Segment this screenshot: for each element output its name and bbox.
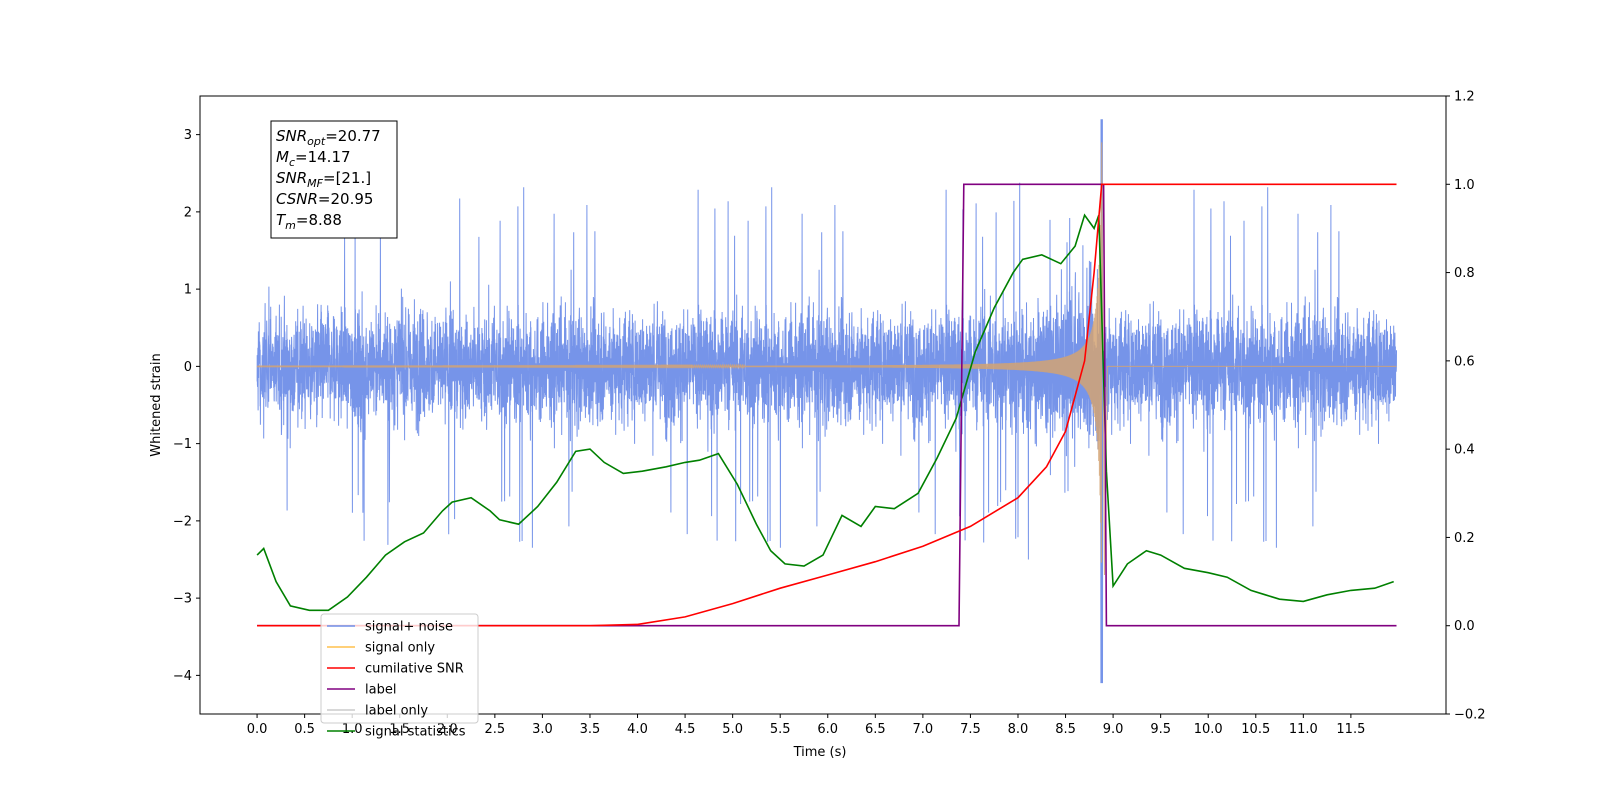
y-right-tick-label: −0.2 [1454, 708, 1486, 723]
x-tick-label: 8.5 [1055, 722, 1076, 737]
annotation-line: Mc=14.17 [276, 148, 351, 169]
y-right-tick-label: 0.8 [1454, 266, 1475, 281]
x-tick-label: 1.0 [342, 722, 363, 737]
y-left-tick-label: −4 [173, 669, 192, 684]
series-cumilative-snr [257, 183, 1397, 627]
y-left-tick-label: −3 [173, 592, 192, 607]
legend-entry: label only [365, 704, 428, 719]
x-tick-label: 5.5 [770, 722, 791, 737]
y-right-tick-label: 0.6 [1454, 354, 1475, 369]
x-axis-label: Time (s) [793, 745, 847, 760]
legend-entry: signal+ noise [365, 620, 453, 635]
y-left-tick-label: −2 [173, 514, 192, 529]
annotation-line: SNRMF=[21.] [276, 169, 371, 190]
series-label [257, 183, 1397, 627]
annotation-line: SNRopt=20.77 [276, 127, 381, 148]
plot-frame [199, 95, 1447, 715]
y-axis-left: 3 2 1 0 −1 −2 −3 −4 [173, 128, 200, 684]
x-tick-label: 5.0 [722, 722, 743, 737]
x-axis: 0.0 0.5 1.0 1.5 2.0 2.5 3.0 3.5 4.0 4.5 5.0 5.5 6.0 6… [247, 714, 1365, 737]
x-tick-label: 0.0 [247, 722, 268, 737]
x-tick-label: 6.5 [865, 722, 886, 737]
x-tick-label: 8.0 [1008, 722, 1029, 737]
x-tick-label: 9.0 [1103, 722, 1124, 737]
y-axis-right: 1.2 1.0 0.8 0.6 0.4 0.2 0.0 −0.2 [1446, 90, 1486, 723]
legend-entry: signal only [365, 641, 435, 656]
x-tick-label: 2.0 [437, 722, 458, 737]
y-left-tick-label: 0 [184, 360, 192, 375]
x-tick-label: 4.5 [675, 722, 696, 737]
legend-entry: cumilative SNR [365, 662, 464, 677]
x-tick-label: 3.0 [532, 722, 553, 737]
x-tick-label: 6.0 [817, 722, 838, 737]
x-tick-label: 7.0 [913, 722, 934, 737]
series-signal-statistics [256, 213, 1394, 612]
legend-entry: label [365, 683, 396, 698]
x-tick-label: 10.5 [1241, 722, 1270, 737]
y-right-tick-label: 1.0 [1454, 178, 1475, 193]
y-right-tick-label: 0.0 [1454, 619, 1475, 634]
y-right-tick-label: 0.4 [1454, 443, 1475, 458]
x-tick-label: 11.5 [1336, 722, 1365, 737]
y-left-tick-label: 2 [184, 205, 192, 220]
x-tick-label: 3.5 [580, 722, 601, 737]
x-tick-label: 11.0 [1289, 722, 1318, 737]
y-left-tick-label: 1 [184, 283, 192, 298]
y-left-tick-label: 3 [184, 128, 192, 143]
y-left-tick-label: −1 [173, 437, 192, 452]
series-signal-noise [256, 119, 1397, 684]
legend: signal+ noise signal only cumilative SNR la… [320, 613, 479, 740]
legend-entry: signal statistics [365, 725, 466, 740]
x-tick-label: 10.0 [1194, 722, 1223, 737]
annotation-box: SNRopt=20.77Mc=14.17SNRMF=[21.]CSNR=20.9… [270, 120, 398, 239]
annotation-line: Tm=8.88 [276, 211, 342, 232]
x-tick-label: 2.5 [485, 722, 506, 737]
series-layer [256, 119, 1397, 684]
annotation-line: CSNR=20.95 [276, 190, 373, 208]
x-tick-label: 1.5 [389, 722, 410, 737]
y-right-tick-label: 1.2 [1454, 90, 1475, 105]
x-tick-label: 9.5 [1150, 722, 1171, 737]
x-tick-label: 7.5 [960, 722, 981, 737]
x-tick-label: 4.0 [627, 722, 648, 737]
x-tick-label: 0.5 [294, 722, 315, 737]
y-axis-label: Whitened strain [149, 353, 164, 456]
y-right-tick-label: 0.2 [1454, 531, 1475, 546]
